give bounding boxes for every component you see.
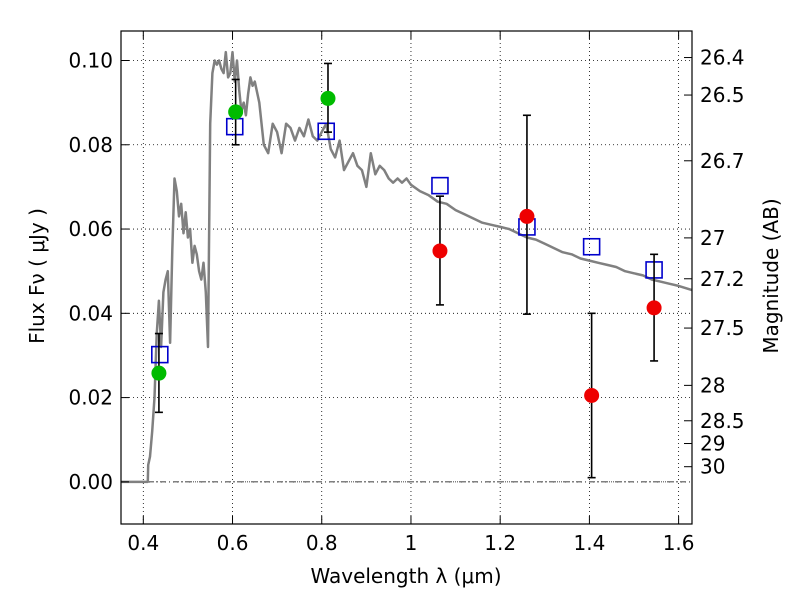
x-tick-label: 0.4 bbox=[127, 531, 159, 555]
ticks: 0.4 0.6 0.8 1 1.2 1.4 1.6 0.00 0.02 0.04 0.06 0.08 0… bbox=[68, 31, 745, 555]
y-tick-label: 0.04 bbox=[68, 301, 113, 325]
model-band-square bbox=[431, 176, 449, 195]
right-tick-label: 27 bbox=[700, 226, 725, 250]
right-tick-label: 26.5 bbox=[700, 83, 745, 107]
x-tick-label: 1.2 bbox=[484, 531, 516, 555]
data-point bbox=[228, 104, 244, 120]
right-tick-label: 29 bbox=[700, 432, 725, 456]
data-point bbox=[320, 90, 336, 106]
right-axis-label: Magnitude (AB) bbox=[759, 198, 783, 353]
right-tick-label: 28 bbox=[700, 373, 725, 397]
right-tick-label: 27.2 bbox=[700, 267, 745, 291]
y-tick-label: 0.02 bbox=[68, 386, 113, 410]
data-point bbox=[432, 243, 448, 259]
x-tick-label: 1.4 bbox=[573, 531, 605, 555]
plot-frame bbox=[120, 30, 693, 525]
right-tick-label: 30 bbox=[700, 455, 725, 479]
model-band-square bbox=[582, 237, 601, 256]
x-tick-label: 1.6 bbox=[663, 531, 695, 555]
data-point bbox=[519, 208, 535, 224]
clipped-series bbox=[121, 50, 692, 484]
model-spectrum-line bbox=[121, 50, 692, 484]
model-band-square bbox=[317, 122, 336, 141]
x-axis-label: Wavelength λ (μm) bbox=[310, 564, 501, 588]
x-tick-label: 0.6 bbox=[217, 531, 249, 555]
data-point bbox=[584, 387, 600, 403]
data-point bbox=[646, 300, 662, 316]
x-tick-label: 0.8 bbox=[306, 531, 338, 555]
right-tick-label: 26.4 bbox=[700, 46, 745, 70]
y-tick-label: 0.00 bbox=[68, 470, 113, 494]
model-band-square bbox=[151, 345, 169, 364]
x-tick-label: 1 bbox=[405, 531, 418, 555]
y-tick-label: 0.06 bbox=[68, 217, 113, 241]
right-tick-label: 28.5 bbox=[700, 409, 745, 433]
right-tick-label: 26.7 bbox=[700, 149, 745, 173]
y-tick-label: 0.10 bbox=[68, 48, 113, 72]
series-layer bbox=[121, 50, 692, 484]
right-tick-label: 27.5 bbox=[700, 316, 745, 340]
y-axis-label: Flux Fν ( μJy ) bbox=[25, 208, 49, 344]
data-point bbox=[151, 365, 167, 381]
y-tick-label: 0.08 bbox=[68, 133, 113, 157]
